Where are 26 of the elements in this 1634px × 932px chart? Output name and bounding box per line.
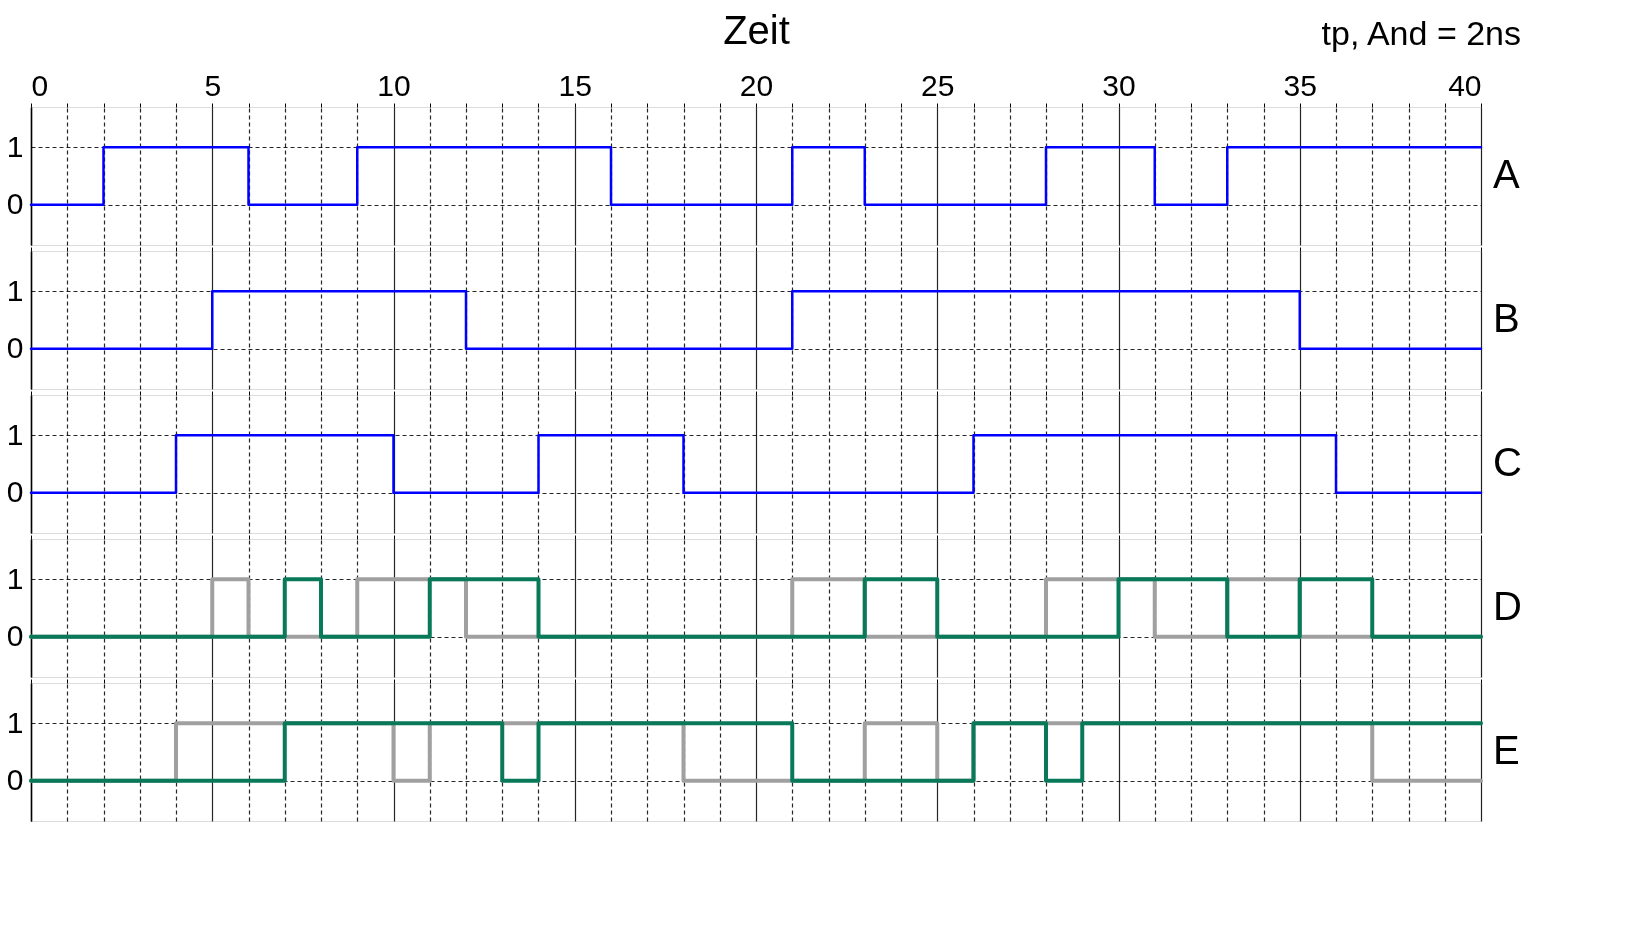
y-tick-label: 0 xyxy=(6,475,24,509)
x-tick-label: 15 xyxy=(558,68,592,102)
x-tick-label: 0 xyxy=(31,68,49,102)
x-tick-label: 35 xyxy=(1283,68,1317,102)
y-tick-label: 1 xyxy=(6,273,24,307)
y-tick-label: 1 xyxy=(6,705,24,739)
y-tick-label: 1 xyxy=(6,129,24,163)
y-tick-label: 1 xyxy=(6,561,24,595)
series-label: B xyxy=(1493,296,1520,340)
series-label: D xyxy=(1493,584,1522,628)
x-tick-label: 25 xyxy=(921,68,955,102)
series-label: E xyxy=(1493,728,1520,772)
y-tick-label: 0 xyxy=(6,187,24,221)
y-tick-label: 1 xyxy=(6,417,24,451)
x-tick-label: 5 xyxy=(204,68,222,102)
x-tick-label: 30 xyxy=(1102,68,1136,102)
series-label: C xyxy=(1493,440,1522,484)
y-tick-label: 0 xyxy=(6,331,24,365)
x-tick-label: 20 xyxy=(739,68,774,102)
x-axis-title: Zeit xyxy=(723,7,790,52)
x-tick-label: 10 xyxy=(377,68,411,102)
series-label: A xyxy=(1493,152,1520,196)
y-tick-label: 0 xyxy=(6,763,24,797)
y-tick-label: 0 xyxy=(6,619,24,653)
x-tick-label: 40 xyxy=(1448,68,1482,102)
text: tp, And = 2ns xyxy=(1321,14,1521,52)
